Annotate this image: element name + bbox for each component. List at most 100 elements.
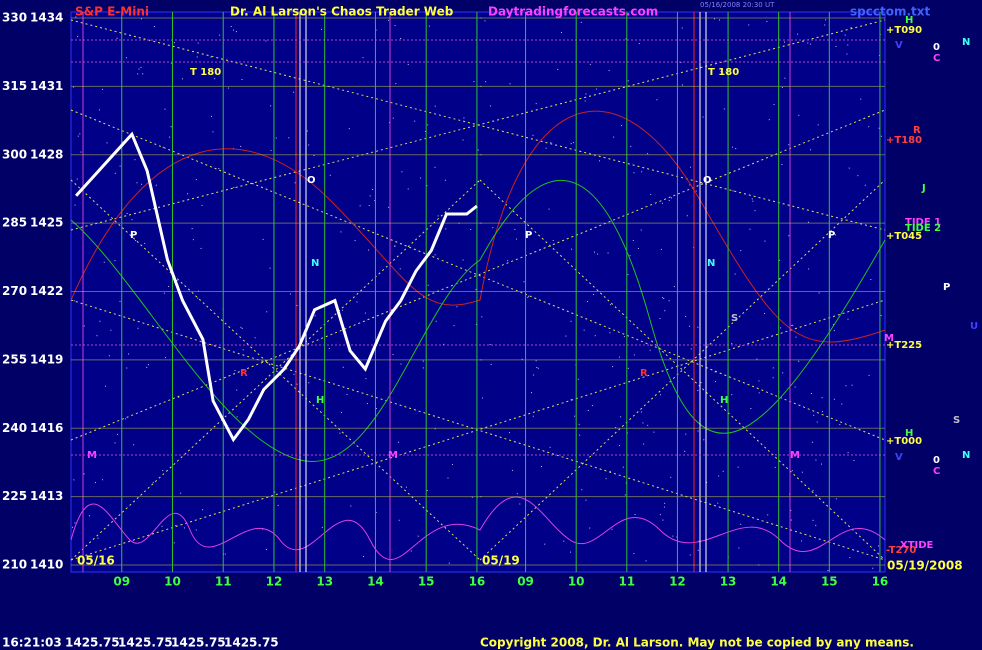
star bbox=[780, 327, 782, 329]
annotation: N bbox=[707, 258, 715, 269]
star bbox=[394, 245, 396, 247]
star bbox=[399, 268, 401, 270]
star bbox=[685, 315, 687, 317]
star bbox=[697, 430, 699, 432]
star bbox=[375, 408, 377, 410]
star bbox=[629, 255, 631, 257]
star bbox=[434, 254, 436, 256]
star bbox=[294, 182, 296, 184]
star bbox=[531, 392, 533, 394]
star bbox=[671, 197, 673, 199]
star bbox=[659, 318, 661, 320]
star bbox=[372, 188, 374, 190]
star bbox=[171, 62, 173, 64]
star bbox=[784, 77, 786, 79]
star bbox=[880, 315, 882, 317]
star bbox=[73, 300, 75, 302]
star bbox=[269, 267, 271, 269]
star bbox=[210, 56, 212, 58]
star bbox=[400, 363, 402, 365]
star bbox=[99, 320, 101, 322]
annotation: M bbox=[884, 333, 894, 344]
star bbox=[392, 117, 394, 119]
star bbox=[392, 354, 394, 356]
star bbox=[133, 444, 135, 446]
star bbox=[597, 253, 599, 255]
annotation: H bbox=[316, 395, 324, 406]
star bbox=[422, 360, 424, 362]
y-tick-label: 1434 bbox=[30, 11, 63, 25]
star bbox=[750, 407, 752, 409]
star bbox=[169, 136, 171, 138]
x-tick-label: 11 bbox=[215, 575, 232, 589]
star bbox=[202, 509, 204, 511]
header-site: Daytradingforecasts.com bbox=[488, 5, 658, 19]
star bbox=[857, 175, 859, 177]
star bbox=[868, 126, 870, 128]
star bbox=[663, 506, 665, 508]
annotation: H bbox=[905, 428, 913, 439]
star bbox=[103, 261, 105, 263]
star bbox=[850, 27, 852, 29]
star bbox=[624, 494, 626, 496]
star bbox=[388, 206, 390, 208]
star bbox=[872, 567, 874, 569]
star bbox=[240, 145, 242, 147]
star bbox=[714, 18, 716, 20]
star bbox=[815, 459, 817, 461]
star bbox=[289, 293, 291, 295]
star bbox=[584, 100, 586, 102]
fan-lines bbox=[70, 19, 886, 561]
star bbox=[751, 198, 753, 200]
star bbox=[810, 392, 812, 394]
star bbox=[527, 296, 529, 298]
star bbox=[241, 327, 243, 329]
star bbox=[818, 292, 820, 294]
star bbox=[848, 167, 850, 169]
star bbox=[422, 367, 424, 369]
star bbox=[849, 557, 851, 559]
annotation: T 180 bbox=[190, 67, 221, 78]
x-tick-label: 12 bbox=[669, 575, 686, 589]
star bbox=[119, 300, 121, 302]
y2-tick-label: 240 bbox=[2, 421, 27, 435]
annotation: TIDE 1 bbox=[905, 217, 941, 228]
star bbox=[116, 37, 118, 39]
annotation: +T225 bbox=[886, 340, 922, 351]
star bbox=[410, 550, 412, 552]
star bbox=[214, 78, 216, 80]
star bbox=[812, 519, 814, 521]
star bbox=[653, 431, 655, 433]
star bbox=[782, 372, 784, 374]
star bbox=[147, 364, 149, 366]
star bbox=[235, 31, 237, 33]
star bbox=[119, 165, 121, 167]
star bbox=[450, 13, 452, 15]
y-tick-label: 1416 bbox=[30, 421, 63, 435]
star bbox=[734, 273, 736, 275]
footer-time: 16:21:03 bbox=[2, 636, 62, 650]
star bbox=[447, 477, 449, 479]
star bbox=[328, 347, 330, 349]
star bbox=[767, 514, 769, 516]
star bbox=[173, 42, 175, 44]
star bbox=[180, 492, 182, 494]
star bbox=[615, 427, 617, 429]
star bbox=[181, 78, 183, 80]
star bbox=[847, 44, 849, 46]
star bbox=[398, 519, 400, 521]
star bbox=[571, 248, 573, 250]
star bbox=[821, 411, 823, 413]
star bbox=[672, 535, 674, 537]
star bbox=[230, 26, 232, 28]
star bbox=[619, 356, 621, 358]
star bbox=[72, 526, 74, 528]
star bbox=[197, 297, 199, 299]
star bbox=[89, 515, 91, 517]
star bbox=[426, 490, 428, 492]
star bbox=[168, 286, 170, 288]
star bbox=[131, 219, 133, 221]
annotation: J bbox=[921, 183, 926, 194]
star bbox=[625, 482, 627, 484]
